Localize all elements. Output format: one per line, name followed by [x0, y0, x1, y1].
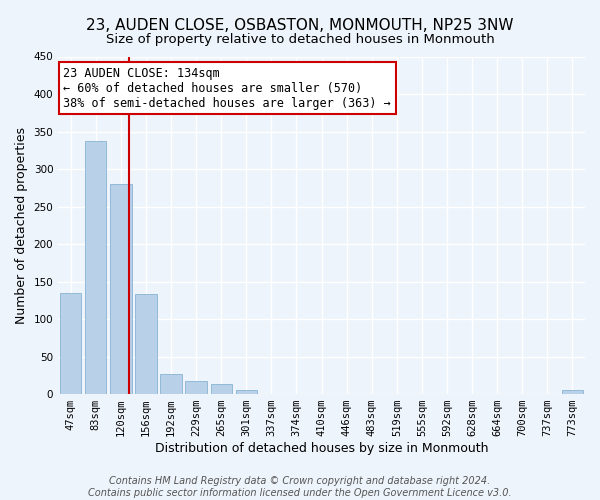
- Bar: [136, 294, 157, 394]
- Bar: [160, 374, 182, 394]
- Text: Contains HM Land Registry data © Crown copyright and database right 2024.
Contai: Contains HM Land Registry data © Crown c…: [88, 476, 512, 498]
- Bar: [60, 293, 82, 394]
- Text: Size of property relative to detached houses in Monmouth: Size of property relative to detached ho…: [106, 32, 494, 46]
- Bar: [185, 380, 207, 394]
- Bar: [85, 142, 106, 394]
- Y-axis label: Number of detached properties: Number of detached properties: [15, 127, 28, 324]
- X-axis label: Distribution of detached houses by size in Monmouth: Distribution of detached houses by size …: [155, 442, 488, 455]
- Text: 23, AUDEN CLOSE, OSBASTON, MONMOUTH, NP25 3NW: 23, AUDEN CLOSE, OSBASTON, MONMOUTH, NP2…: [86, 18, 514, 32]
- Bar: [110, 184, 131, 394]
- Bar: [562, 390, 583, 394]
- Bar: [236, 390, 257, 394]
- Text: 23 AUDEN CLOSE: 134sqm
← 60% of detached houses are smaller (570)
38% of semi-de: 23 AUDEN CLOSE: 134sqm ← 60% of detached…: [64, 66, 391, 110]
- Bar: [211, 384, 232, 394]
